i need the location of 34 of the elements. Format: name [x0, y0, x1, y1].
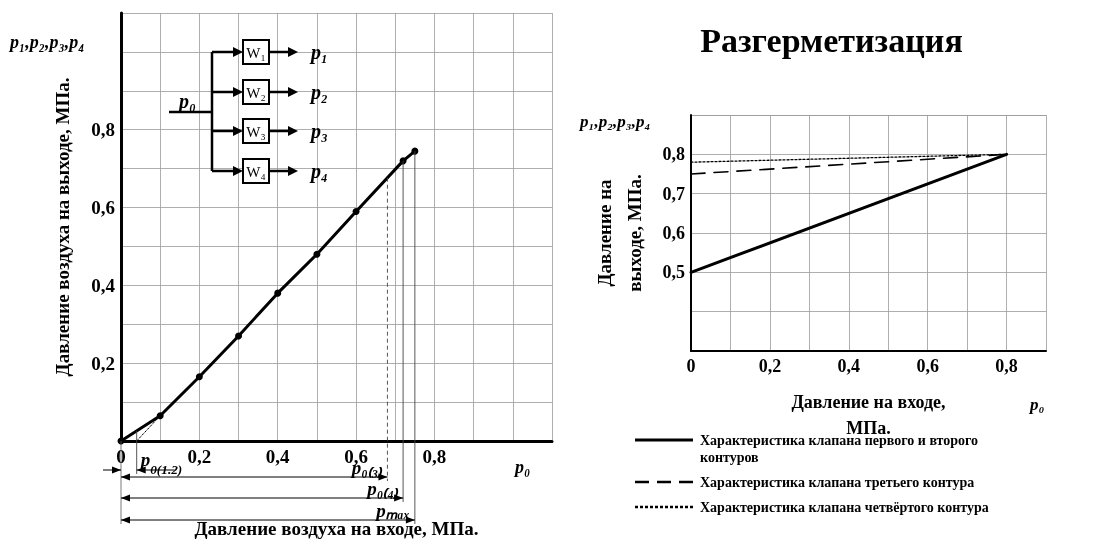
x-tick-label: 0 — [686, 356, 696, 376]
y-tick-label: 0,8 — [662, 144, 685, 165]
y-tick-label: 0,6 — [91, 197, 115, 219]
chart-title: Разгерметизация — [700, 21, 963, 59]
y-axis-title: Давление воздуха на выходе, МПа. — [51, 77, 73, 377]
annotation: W₂ — [246, 85, 266, 101]
x-tick-label: 0,8 — [995, 356, 1018, 376]
text: p₀ — [1028, 395, 1045, 414]
annotation: p₁ — [309, 41, 328, 64]
annotation: p₂ — [309, 81, 328, 104]
text: p₁,p₂,p₃,p₄ — [578, 112, 651, 131]
text: p₁,p₂,p₃,p₄ — [8, 32, 85, 52]
x-tick-label: 0,2 — [187, 446, 212, 467]
x-tick-label: 0,6 — [916, 356, 939, 376]
y-tick-label: 0,4 — [91, 274, 116, 296]
y-tick-label: 0,8 — [91, 119, 115, 141]
y-axis-title: Давление на выходе, МПа. — [593, 174, 645, 292]
annotation: W₃ — [246, 124, 266, 140]
y-tick-label: 0,5 — [662, 262, 685, 283]
y-tick-label: 0,6 — [662, 223, 685, 243]
x-tick-label: 0 — [116, 446, 126, 467]
x-tick-label: 0,2 — [758, 356, 782, 376]
annotation: p₄ — [309, 160, 328, 183]
annotation: W₄ — [246, 164, 266, 180]
x-tick-label: 0,4 — [837, 356, 861, 376]
x-tick-label: 0,8 — [422, 446, 447, 467]
annotation: W₁ — [246, 45, 266, 61]
annotation: p₃ — [309, 120, 328, 143]
ref-line-label: p₀₍₄₎ — [365, 478, 400, 499]
x-tick-label: 0,4 — [265, 446, 291, 467]
legend-label: Характеристика клапана четвёртого контура — [700, 500, 989, 515]
legend-label: Характеристика клапана третьего контура — [700, 475, 975, 490]
text: p₀ — [513, 457, 531, 477]
y-tick-label: 0,7 — [662, 183, 685, 204]
